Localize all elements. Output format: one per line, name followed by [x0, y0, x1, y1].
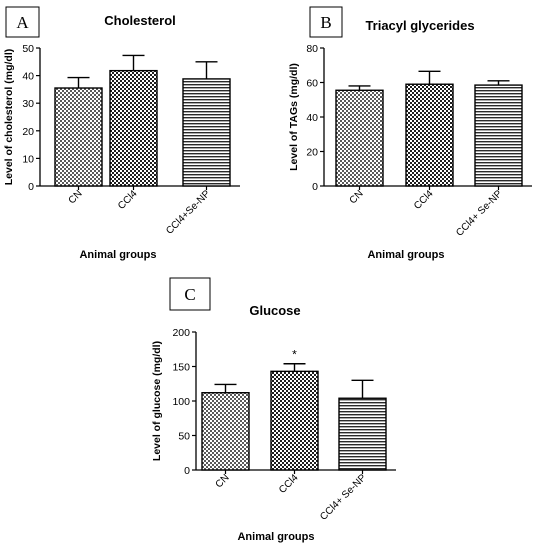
panel-label-box: C: [169, 277, 211, 311]
chart-panel-c: C Glucose 0 50 100 150 200 Level of glucose (mg…: [151, 277, 396, 543]
panel-label-box: A: [5, 6, 40, 38]
y-tick-label: 200: [172, 327, 190, 339]
x-tick-label: CN: [348, 188, 366, 206]
y-axis-label: Level of glucose (mg/dl): [151, 341, 163, 461]
panel-label-frame: [309, 6, 343, 38]
x-axis-label: Animal groups: [79, 249, 156, 261]
chart-title: Cholesterol: [104, 13, 176, 28]
y-tick-label: 60: [306, 78, 318, 90]
chart-panel-a: A Cholesterol 0 10 20 30 40 50 Level of choleste…: [3, 6, 240, 261]
panel-label: C: [184, 285, 195, 304]
x-tick-label: CN: [67, 188, 85, 206]
panel-label-box: B: [309, 6, 343, 38]
y-tick-label: 40: [22, 71, 34, 83]
y-tick-label: 30: [22, 98, 34, 110]
panel-label-frame: [5, 6, 40, 38]
x-axis-label: Animal groups: [367, 249, 444, 261]
x-tick-label: CCl4+ Se-NP: [318, 472, 369, 523]
x-tick-label: CCl4: [116, 188, 140, 212]
bar-cn: [54, 87, 103, 187]
y-tick-label: 50: [22, 43, 34, 55]
y-tick-label: 20: [22, 126, 34, 138]
y-tick-label: 0: [184, 465, 190, 477]
x-tick-label: CCl4+ Se-NP: [454, 188, 505, 239]
bar-ccl4: [109, 69, 158, 187]
x-tick-label: CN: [214, 472, 232, 490]
panel-label-frame: [169, 277, 211, 311]
y-tick-label: 100: [172, 396, 190, 408]
bar-ccl4: [270, 370, 319, 471]
panel-label: B: [320, 13, 331, 32]
bar-ccl4-se-np: [182, 78, 231, 187]
x-tick-label: CCl4+Se-NP: [164, 188, 213, 237]
y-tick-label: 0: [28, 181, 34, 193]
y-tick-label: 40: [306, 112, 318, 124]
chart-title: Glucose: [249, 303, 300, 318]
bar-cn: [335, 89, 384, 187]
x-tick-label: CCl4: [277, 472, 301, 496]
y-tick-label: 80: [306, 43, 318, 55]
y-tick-label: 10: [22, 153, 34, 165]
y-tick-label: 0: [312, 181, 318, 193]
chart-panel-b: B Triacyl glycerides 0 20 40 60 80 Level of TAG…: [288, 6, 532, 261]
bar-ccl4-se-np: [338, 397, 387, 471]
x-tick-label: CCl4: [412, 188, 436, 212]
y-axis-label: Level of TAGs (mg/dl): [288, 63, 300, 171]
y-tick-label: 50: [178, 431, 190, 443]
y-tick-label: 150: [172, 362, 190, 374]
bar-cn: [201, 392, 250, 471]
x-axis-label: Animal groups: [237, 531, 314, 543]
bar-ccl4: [405, 83, 454, 187]
bar-ccl4-se-np: [474, 84, 523, 187]
significance-marker: *: [292, 348, 297, 362]
chart-title: Triacyl glycerides: [365, 18, 474, 33]
panel-label: A: [16, 13, 29, 32]
y-axis-label: Level of cholesterol (mg/dl): [3, 49, 15, 186]
y-tick-label: 20: [306, 147, 318, 159]
